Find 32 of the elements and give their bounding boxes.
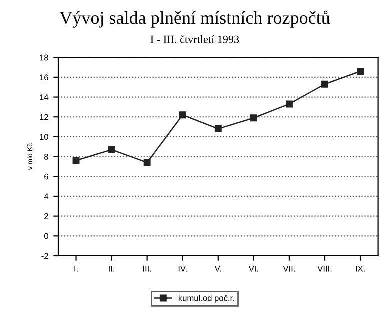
y-tick-label: 12 — [40, 114, 48, 120]
y-tick-label: 0 — [44, 233, 48, 240]
y-tick-label: 4 — [44, 194, 49, 200]
x-tick-label: VI. — [248, 266, 258, 272]
x-tick-label: I. — [74, 266, 78, 272]
y-tick-label: -2 — [42, 253, 48, 260]
y-tick-label: 2 — [44, 214, 48, 220]
x-tick-label: II. — [109, 266, 115, 272]
point — [214, 126, 222, 132]
chart-subtitle: I - III. čtvrtletí 1993 — [150, 35, 240, 44]
point — [108, 146, 116, 154]
y-tick-label: 8 — [44, 154, 48, 160]
x-tick-label: VIII. — [318, 266, 332, 272]
y-tick-label: 18 — [40, 54, 48, 61]
point — [179, 112, 186, 119]
legend-label: kumul.od poč.r. — [178, 295, 234, 303]
y-tick-label: 10 — [40, 134, 48, 140]
point — [322, 80, 328, 88]
point — [72, 157, 80, 164]
point — [144, 159, 151, 166]
point — [286, 100, 293, 108]
x-tick-label: IV. — [178, 266, 187, 272]
point — [250, 114, 258, 122]
point — [357, 68, 364, 75]
x-tick-label: V. — [214, 266, 222, 272]
y-tick-label: 16 — [40, 74, 48, 81]
x-tick-label: III. — [143, 266, 152, 272]
chart-title: Vývoj salda plnění místních rozpočtů — [60, 10, 330, 28]
x-tick-label: VII. — [283, 266, 295, 272]
y-tick-label: 14 — [40, 94, 49, 100]
y-tick-label: 6 — [44, 174, 48, 180]
x-tick-label: IX. — [356, 266, 365, 272]
